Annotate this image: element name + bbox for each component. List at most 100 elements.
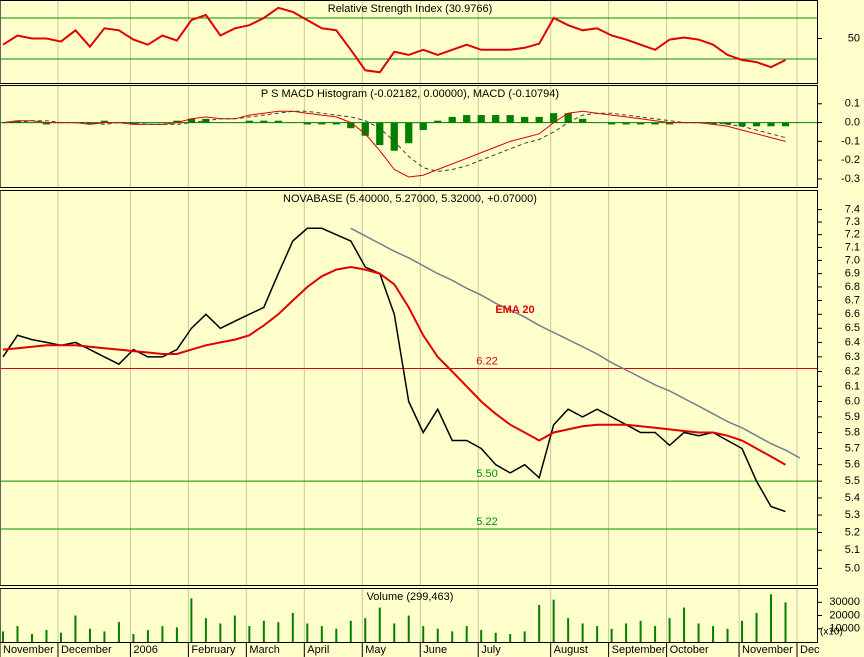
bar <box>625 623 628 642</box>
bar <box>477 115 485 123</box>
y-tick-label: 0.0 <box>845 116 860 128</box>
x-tick-label: August <box>554 644 588 656</box>
level-label: 5.22 <box>476 516 497 528</box>
y-tick-label: 6.5 <box>845 322 860 334</box>
bar <box>494 632 497 642</box>
x-tick-label: October <box>670 644 709 656</box>
bar <box>173 120 181 123</box>
bar <box>755 612 758 642</box>
bar <box>579 118 587 123</box>
bar <box>187 118 196 123</box>
bar <box>639 620 642 642</box>
series-line <box>2 110 786 178</box>
bar <box>422 626 425 642</box>
bar <box>219 623 222 642</box>
y-tick-label: 5.5 <box>845 475 860 487</box>
bar <box>596 626 599 642</box>
bar <box>262 620 265 642</box>
y-tick-label: 6.4 <box>845 336 860 348</box>
y-tick-label: 5.1 <box>845 544 860 556</box>
y-tick-label: 10000 <box>829 623 860 635</box>
bar <box>303 122 311 125</box>
y-tick-label: 7.0 <box>845 254 860 266</box>
bar <box>448 116 456 123</box>
bar <box>59 632 62 642</box>
bar <box>480 630 483 642</box>
y-tick-label: -0.2 <box>841 154 860 166</box>
bar <box>245 120 253 123</box>
series-line <box>2 265 786 466</box>
y-tick-label: 5.9 <box>845 411 860 423</box>
bar <box>146 630 149 642</box>
y-tick-label: 5.4 <box>845 492 860 504</box>
annotation: EMA 20 <box>495 304 534 316</box>
y-tick-label: 7.1 <box>845 241 860 253</box>
x-tick-label: 2006 <box>133 644 157 656</box>
bar <box>117 622 120 642</box>
bar <box>741 620 744 642</box>
x-tick-label: November <box>742 644 793 656</box>
y-tick-label: 7.3 <box>845 216 860 228</box>
y-tick-label: 6.6 <box>845 308 860 320</box>
bar <box>320 626 323 642</box>
bar <box>204 618 207 642</box>
bar <box>668 618 671 642</box>
bar <box>463 115 471 123</box>
panel <box>0 0 818 84</box>
bar <box>248 626 251 642</box>
bar <box>523 631 526 642</box>
x-tick-label: September <box>612 644 666 656</box>
bar <box>129 122 138 125</box>
bar <box>260 120 268 123</box>
bar <box>709 122 717 125</box>
bar <box>103 631 106 642</box>
series-line <box>2 6 786 74</box>
bar <box>712 626 715 642</box>
bar <box>407 615 410 642</box>
y-tick-label: 6.9 <box>845 268 860 280</box>
panel-title: P S MACD Histogram (-0.02182, 0.00000), … <box>261 88 559 100</box>
y-tick-label: 5.0 <box>845 562 860 574</box>
bar <box>567 618 570 642</box>
bar <box>738 122 746 127</box>
y-tick-label: 6.7 <box>845 294 860 306</box>
bar <box>13 120 22 123</box>
bar <box>451 631 454 642</box>
y-tick-label: 5.3 <box>845 509 860 521</box>
bar <box>233 615 236 642</box>
bar <box>277 622 280 642</box>
bar <box>289 122 297 124</box>
bar <box>434 120 442 123</box>
y-tick-label: 7.4 <box>845 203 860 215</box>
y-tick-label: 20000 <box>829 609 860 621</box>
bar <box>610 628 613 642</box>
bar <box>132 634 135 642</box>
y-tick-label: 6.0 <box>845 395 860 407</box>
panel <box>0 190 818 586</box>
bar <box>784 602 787 642</box>
bar <box>45 630 48 642</box>
bar <box>349 620 352 642</box>
bar <box>347 122 355 129</box>
x-tick-label: April <box>307 644 329 656</box>
bar <box>593 122 601 124</box>
bar <box>393 623 396 642</box>
bar <box>158 122 167 124</box>
bar <box>291 612 294 642</box>
y-tick-label: 5.2 <box>845 526 860 538</box>
bar <box>767 122 775 127</box>
bar <box>335 628 338 642</box>
y-tick-label: 30000 <box>829 596 860 608</box>
bar <box>274 120 282 123</box>
bar <box>538 604 541 642</box>
bar <box>521 116 529 123</box>
bar <box>74 615 77 642</box>
x-tick-label: March <box>249 644 280 656</box>
x-tick-label: July <box>481 644 501 656</box>
bar <box>88 628 91 642</box>
y-tick-label: 5.6 <box>845 459 860 471</box>
bar <box>318 122 326 125</box>
bar <box>190 598 193 642</box>
y-tick-label: 7.2 <box>845 229 860 241</box>
